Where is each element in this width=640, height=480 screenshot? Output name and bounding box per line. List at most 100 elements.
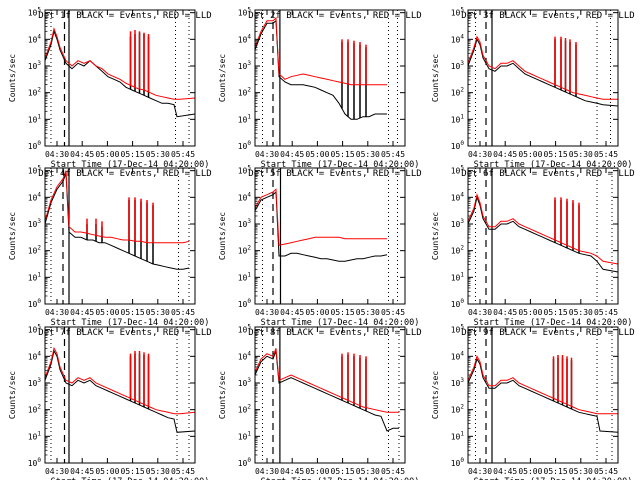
x-tick-label: 04:30 [468,467,492,476]
x-axis-label: Start Time (17-Dec-14 04:20:00) [261,160,420,170]
x-tick-label: 04:45 [493,308,517,317]
x-tick-label: 05:15 [121,150,145,159]
x-tick-label: 05:00 [518,150,542,159]
y-tick-label: 101 [28,113,42,124]
lld-series-line [254,188,387,246]
plot-frame [254,326,406,464]
x-axis-label: Start Time (17-Dec-14 04:20:00) [261,477,420,480]
lld-series-line [467,354,618,415]
x-tick-label: 05:00 [305,150,329,159]
y-tick-label: 101 [238,271,252,282]
panel-title: Det 8f BLACK = Events, RED = LLD [248,328,421,338]
x-tick-label: 04:45 [70,467,94,476]
y-tick-label: 100 [451,140,465,151]
y-tick-label: 102 [238,245,252,256]
y-axis-label: Counts/sec [431,212,440,260]
x-tick-label: 05:45 [381,467,405,476]
plot-frame [467,326,619,464]
y-axis-label: Counts/sec [8,54,17,102]
x-tick-label: 05:45 [594,308,618,317]
x-tick-label: 05:00 [95,308,119,317]
y-tick-label: 100 [238,140,252,151]
y-tick-label: 104 [238,33,252,44]
x-axis-label: Start Time (17-Dec-14 04:20:00) [474,160,633,170]
x-tick-label: 04:30 [255,467,279,476]
events-series-line [467,357,619,433]
x-tick-label: 05:45 [381,308,405,317]
x-tick-label: 05:30 [569,308,593,317]
x-tick-label: 05:30 [146,308,170,317]
plot-frame [44,326,196,464]
x-tick-label: 05:45 [171,467,195,476]
events-series-line [467,195,619,273]
y-axis-label: Counts/sec [8,371,17,419]
y-tick-label: 105 [28,324,42,335]
lld-series-line [467,35,618,100]
lld-series-line [467,192,619,265]
y-tick-label: 100 [28,457,42,468]
y-tick-label: 103 [28,60,42,71]
y-tick-label: 101 [451,430,465,441]
x-tick-label: 04:30 [468,150,492,159]
x-tick-label: 04:30 [255,150,279,159]
y-tick-label: 101 [238,113,252,124]
x-tick-label: 05:00 [518,467,542,476]
x-tick-label: 04:45 [280,308,304,317]
lld-series-line [254,16,387,86]
x-tick-label: 04:45 [70,308,94,317]
panel-title: Det 4f BLACK = Events, RED = LLD [38,169,211,179]
panel-title: Det 6f BLACK = Events, RED = LLD [461,169,634,179]
y-tick-label: 105 [28,165,42,176]
x-axis-label: Start Time (17-Dec-14 04:20:00) [261,318,420,328]
y-tick-label: 102 [28,245,42,256]
y-tick-label: 100 [238,298,252,309]
y-tick-label: 104 [28,350,42,361]
y-tick-label: 101 [28,271,42,282]
y-tick-label: 100 [451,457,465,468]
events-series-line [254,19,387,120]
y-tick-label: 103 [238,60,252,71]
y-tick-label: 105 [238,165,252,176]
x-tick-label: 04:45 [493,467,517,476]
events-series-line [467,37,619,107]
y-tick-label: 103 [451,218,465,229]
x-tick-label: 05:45 [171,308,195,317]
y-tick-label: 102 [238,404,252,415]
x-tick-label: 04:45 [280,467,304,476]
y-tick-label: 104 [451,350,465,361]
lld-series-line [44,26,196,100]
panel-title: Det 9f BLACK = Events, RED = LLD [461,328,634,338]
y-tick-label: 102 [451,404,465,415]
y-tick-label: 105 [451,324,465,335]
y-tick-label: 102 [238,87,252,98]
x-tick-label: 05:45 [381,150,405,159]
y-tick-label: 105 [451,7,465,18]
x-axis-label: Start Time (17-Dec-14 04:20:00) [474,477,633,480]
y-axis-label: Counts/sec [218,212,227,260]
panel-title: Det 1f BLACK = Events, RED = LLD [38,11,211,21]
y-tick-label: 102 [451,245,465,256]
y-tick-label: 104 [451,33,465,44]
y-axis-label: Counts/sec [431,371,440,419]
y-tick-label: 100 [238,457,252,468]
plot-frame [254,167,406,305]
x-tick-label: 05:00 [95,150,119,159]
x-tick-label: 05:30 [569,150,593,159]
y-tick-label: 104 [451,191,465,202]
panel-title: Det 3f BLACK = Events, RED = LLD [461,11,634,21]
x-tick-label: 04:30 [255,308,279,317]
y-tick-label: 102 [28,87,42,98]
x-tick-label: 05:30 [569,467,593,476]
x-tick-label: 05:15 [331,308,355,317]
y-tick-label: 103 [238,218,252,229]
y-tick-label: 101 [451,113,465,124]
plot-frame [467,167,619,305]
y-tick-label: 104 [28,33,42,44]
x-axis-label: Start Time (17-Dec-14 04:20:00) [51,477,210,480]
x-tick-label: 05:00 [518,308,542,317]
